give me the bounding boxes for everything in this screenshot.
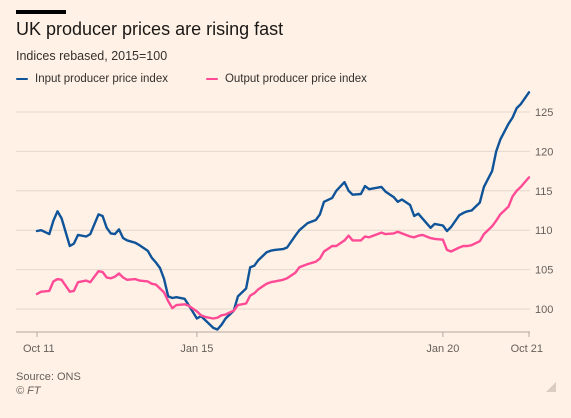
y-tick-label-105: 105 [535,265,553,277]
series-line-output-ppi [35,176,531,320]
series-line-input-ppi [35,91,531,331]
legend-item-input: Input producer price index [16,73,168,85]
chart-title: UK producer prices are rising fast [16,19,284,39]
x-tick-label-0: Oct 11 [23,343,55,355]
ft-top-bar [16,10,66,14]
x-tick-label-1: Jan 15 [180,343,213,355]
resize-corner-icon [546,382,556,392]
chart-subtitle: Indices rebased, 2015=100 [16,49,168,63]
series-lines [35,91,531,331]
legend-swatch-input [16,77,28,81]
legend-swatch-output [205,77,218,81]
x-tick-label-3: Oct 21 [511,343,543,355]
source-note: Source: ONS [16,371,81,383]
gridlines [16,111,530,310]
y-tick-label-120: 120 [535,146,553,158]
legend-item-output: Output producer price index [205,73,367,85]
y-tick-label-110: 110 [535,225,553,237]
x-tick-label-2: Jan 20 [426,343,459,355]
legend-label-output: Output producer price index [224,73,367,85]
legend: Input producer price index Output produc… [16,71,367,87]
ft-credit: © FT [16,385,41,397]
y-tick-label-115: 115 [535,186,553,198]
y-tick-label-100: 100 [535,304,553,316]
y-axis-ticks: 100 105 110 115 120 125 [535,107,553,316]
y-tick-label-125: 125 [535,107,553,119]
x-axis: Oct 11 Jan 15 Jan 20 Oct 21 [16,331,543,355]
legend-label-input: Input producer price index [35,73,168,85]
